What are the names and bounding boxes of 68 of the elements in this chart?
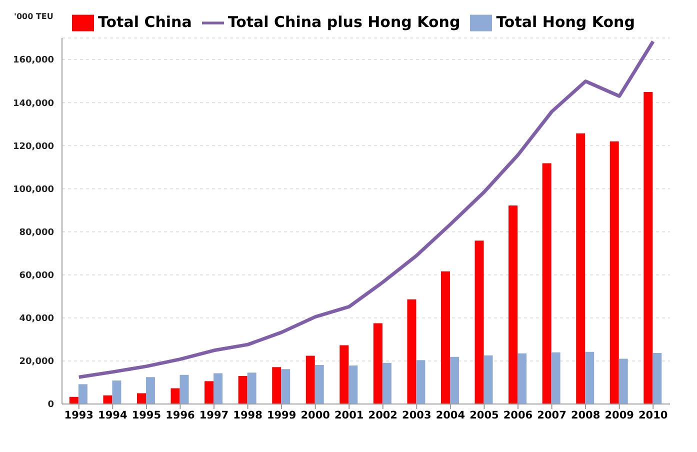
- bar: [78, 384, 88, 404]
- x-tick-label: 2001: [334, 409, 364, 422]
- bar: [180, 374, 189, 404]
- bar: [610, 141, 619, 404]
- bar: [281, 369, 290, 404]
- bar: [542, 163, 552, 404]
- bar: [576, 133, 586, 404]
- x-tick-label: 1993: [64, 409, 94, 422]
- bar: [618, 358, 628, 404]
- line-series: [77, 40, 655, 379]
- bar: [474, 240, 484, 404]
- bar: [407, 299, 416, 404]
- bar: [340, 345, 349, 404]
- legend-label: Total China plus Hong Kong: [228, 13, 460, 32]
- x-tick-label: 2006: [503, 409, 533, 422]
- x-tick-label: 2009: [604, 409, 634, 422]
- x-tick-label: 2005: [470, 409, 499, 422]
- x-tick-label: 1998: [233, 409, 262, 422]
- bar: [306, 356, 315, 404]
- y-tick-label: 60,000: [19, 271, 54, 282]
- y-tick-label: 100,000: [13, 184, 54, 195]
- bar: [382, 362, 392, 404]
- bar: [238, 376, 248, 404]
- bar: [652, 352, 662, 404]
- bar: [416, 360, 426, 404]
- y-tick-label: 160,000: [13, 56, 54, 66]
- bar: [373, 323, 382, 404]
- bar: [146, 377, 155, 404]
- bar: [103, 395, 112, 404]
- x-tick-label: 2002: [368, 409, 398, 422]
- bar: [247, 372, 256, 404]
- x-tick-label: 1995: [132, 409, 162, 422]
- x-tick-label: 1994: [98, 409, 128, 422]
- bar: [314, 365, 324, 404]
- bar: [484, 355, 493, 404]
- bar: [348, 365, 358, 404]
- bar: [69, 396, 78, 404]
- bar: [204, 381, 214, 404]
- y-tick-label: 120,000: [13, 142, 54, 152]
- bar: [214, 373, 223, 404]
- legend-label: Total China: [98, 13, 192, 32]
- y-tick-label: 0: [48, 400, 54, 410]
- bar: [450, 356, 459, 404]
- x-tick-label: 1997: [199, 409, 229, 422]
- legend-label: Total Hong Kong: [496, 13, 635, 32]
- x-tick-label: 2000: [300, 409, 330, 422]
- x-tick-label: 2004: [436, 409, 466, 422]
- y-axis-title: '000 TEU: [14, 12, 54, 21]
- x-tick-label: 2010: [638, 409, 668, 422]
- bar: [440, 271, 450, 404]
- bar: [644, 92, 653, 404]
- bar: [272, 367, 282, 404]
- bar: [112, 380, 122, 404]
- bar: [518, 353, 527, 404]
- bar: [551, 352, 560, 404]
- y-tick-label: 140,000: [13, 98, 54, 109]
- x-tick-label: 1996: [166, 409, 195, 422]
- y-tick-label: 20,000: [19, 357, 54, 368]
- y-tick-label: 80,000: [19, 228, 54, 238]
- x-tick-label: 1999: [266, 409, 296, 422]
- x-tick-label: 2007: [537, 409, 566, 422]
- x-tick-label: 2008: [570, 409, 600, 422]
- y-tick-label: 40,000: [19, 314, 54, 324]
- x-tick-label: 2003: [402, 409, 432, 422]
- bar: [585, 352, 594, 404]
- bar: [136, 393, 146, 404]
- bar: [170, 388, 180, 404]
- bar: [508, 206, 518, 404]
